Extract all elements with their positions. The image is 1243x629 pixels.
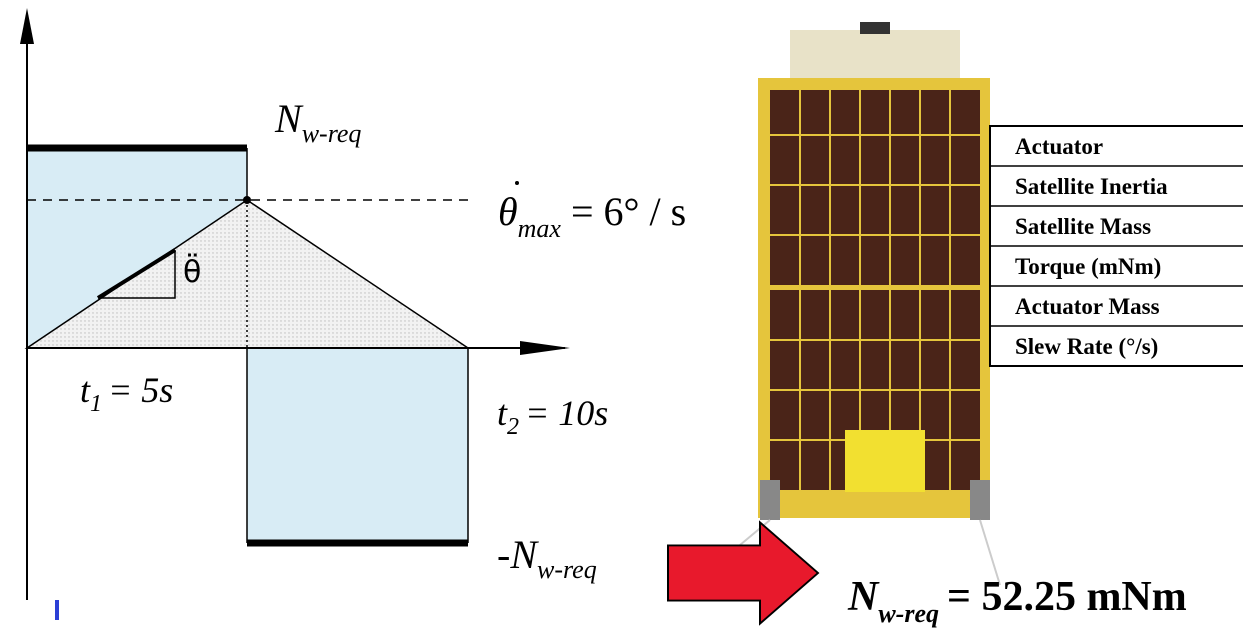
table-cell: Slew Rate (°/s)	[1015, 334, 1158, 359]
axis-arrow	[20, 8, 34, 44]
torque-block	[247, 348, 468, 543]
marker	[55, 600, 59, 620]
label: t1= 5s	[80, 370, 173, 417]
label-main: -N	[497, 532, 539, 577]
label: θmax = 6° / s	[498, 189, 686, 243]
result: Nw-req = 52.25 mNm	[847, 574, 1187, 628]
label-rest: = 5s	[108, 370, 173, 410]
label-rest: = 52.25 mNm	[947, 574, 1187, 620]
peak	[243, 196, 251, 204]
page: {"labels": { "n_req": {"main": "N", "sub…	[0, 0, 1243, 629]
dot-accent	[515, 181, 519, 185]
satellite	[740, 22, 1000, 585]
diagram: Nw-req θmax = 6° / s θ̈ t1= 5s t2= 10s -N…	[0, 0, 1243, 629]
label-main: N	[847, 574, 880, 620]
label: Nw-req	[274, 96, 361, 148]
table-cell: Satellite Inertia	[1015, 174, 1168, 199]
label: t2= 10s	[497, 393, 608, 440]
label-sub: 1	[90, 391, 102, 417]
label-sub: w-req	[302, 119, 362, 148]
table-cell: Actuator Mass	[1015, 294, 1160, 319]
label-main: θ	[498, 189, 518, 234]
table-cell: Satellite Mass	[1015, 214, 1151, 239]
label: -Nw-req	[497, 532, 597, 584]
table-cell: Torque (mNm)	[1015, 254, 1161, 279]
label-sub: max	[518, 214, 562, 243]
label-sub: 2	[507, 414, 519, 440]
label-sub: w-req	[537, 555, 597, 584]
label: θ̈	[183, 254, 201, 290]
spec-table	[990, 126, 1243, 366]
label-rest: = 10s	[525, 393, 608, 433]
label-rest: = 6° / s	[571, 189, 686, 234]
label-main: N	[274, 96, 304, 141]
table-cell: Actuator	[1015, 134, 1103, 159]
arrow	[668, 522, 818, 623]
axis-arrow	[520, 341, 570, 355]
label-sub: w-req	[878, 599, 939, 628]
